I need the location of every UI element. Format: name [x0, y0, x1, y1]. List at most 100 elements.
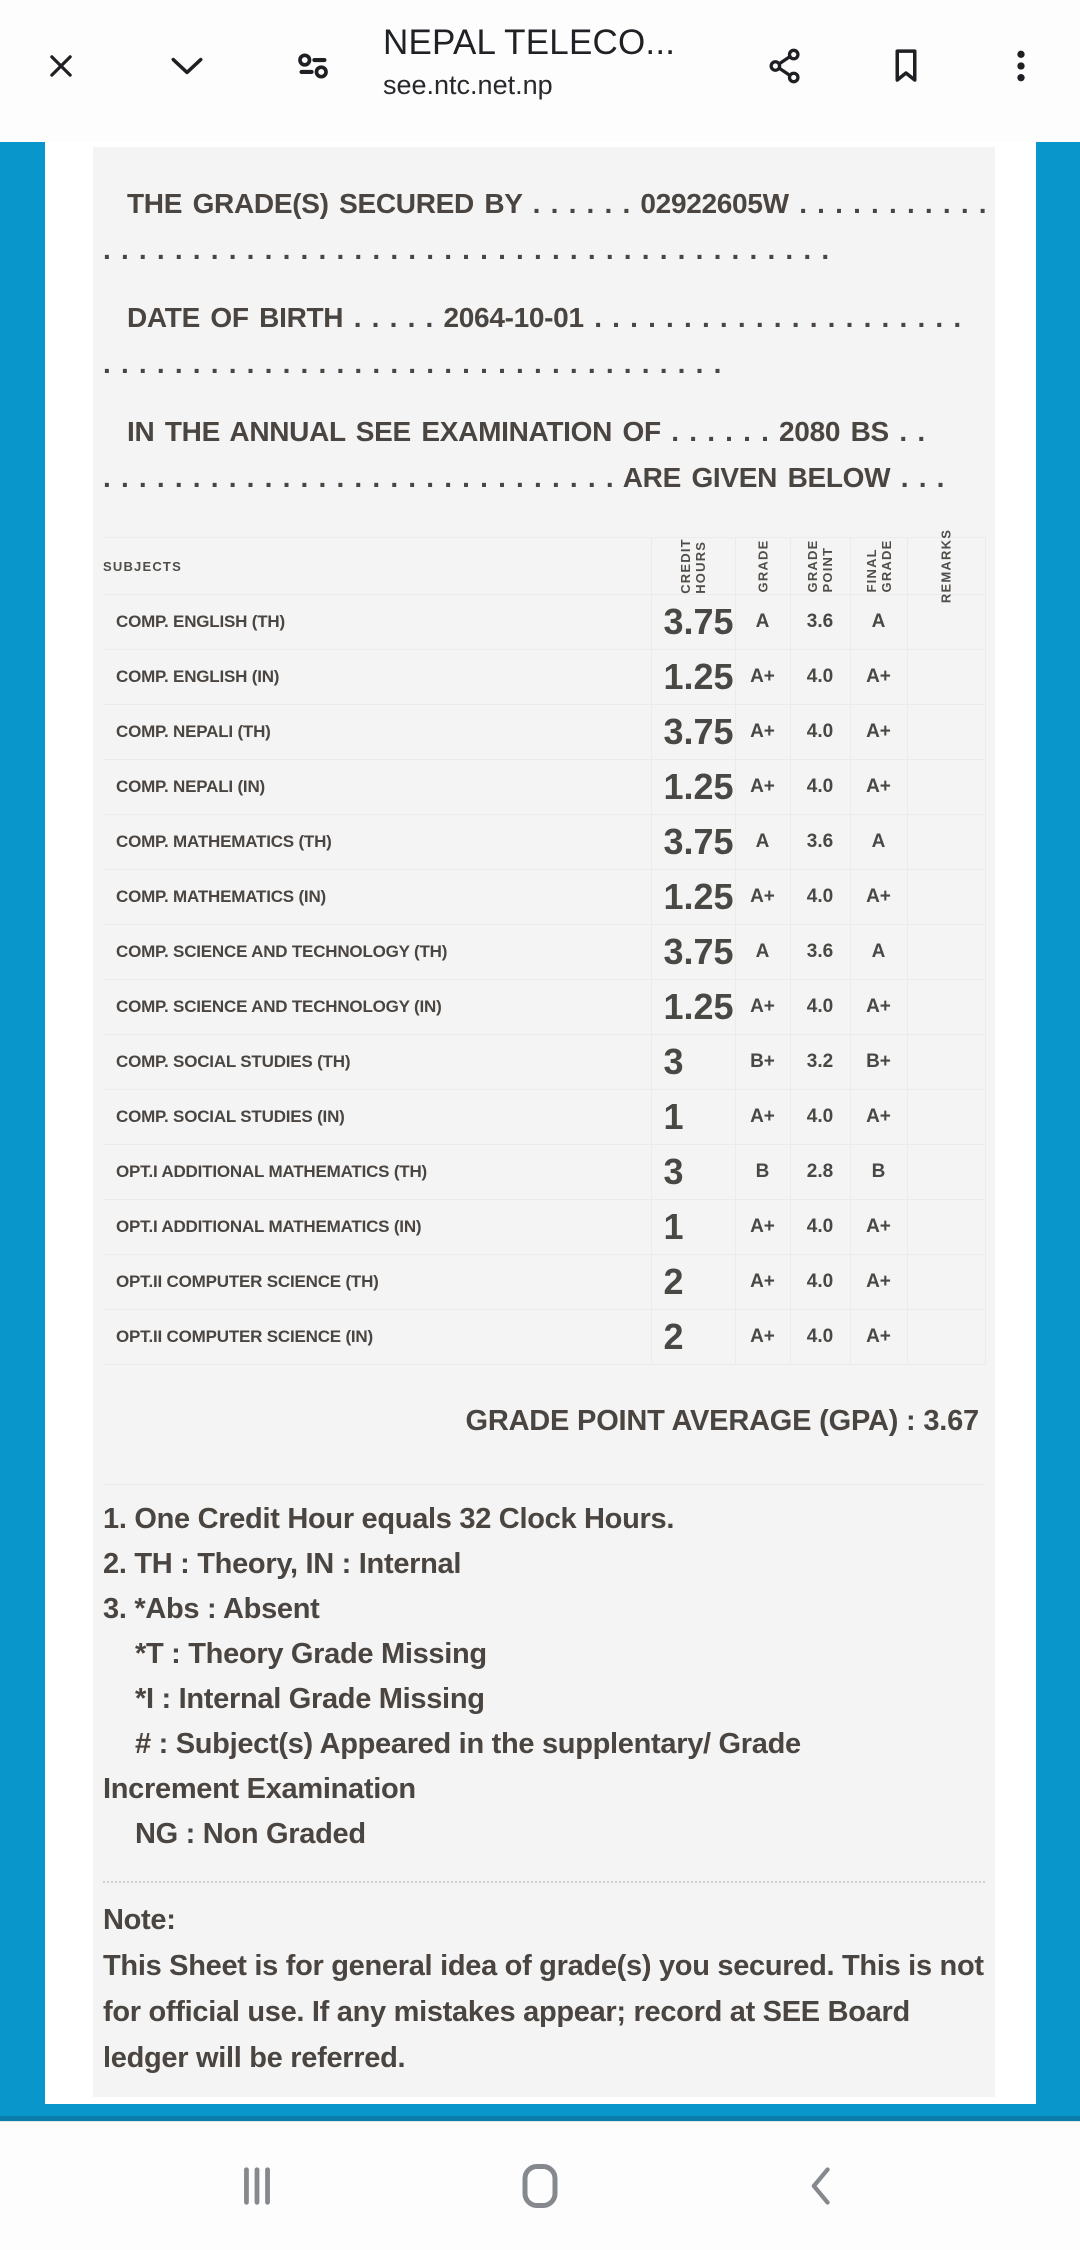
- table-cell: 1: [650, 1089, 735, 1145]
- table-cell: A+: [849, 979, 907, 1035]
- note-line: 3. *Abs : Absent: [103, 1593, 320, 1625]
- table-cell: A+: [734, 1199, 790, 1255]
- table-cell: [906, 1309, 986, 1365]
- table-header-row: SUBJECTS CREDIT HOURS GRADE GRADE POINT …: [103, 529, 986, 603]
- table-cell: COMP. MATHEMATICS (TH): [103, 814, 651, 870]
- table-cell: COMP. NEPALI (TH): [103, 704, 651, 760]
- table-cell: [906, 924, 986, 980]
- credit-hours-header: CREDIT HOURS: [650, 537, 735, 595]
- table-cell: A: [849, 594, 907, 650]
- chevron-down-icon[interactable]: [165, 44, 209, 88]
- table-cell: A+: [734, 1254, 790, 1310]
- table-cell: A+: [849, 759, 907, 815]
- table-cell: A+: [849, 1309, 907, 1365]
- table-row: OPT.I ADDITIONAL MATHEMATICS (IN) 1 A+ 4.0 A…: [103, 1199, 986, 1255]
- legend-notes: 1. One Credit Hour equals 32 Clock Hours…: [103, 1497, 985, 1857]
- table-row: COMP. MATHEMATICS (IN) 1.25 A+ 4.0 A+: [103, 869, 986, 925]
- table-cell: 1.25: [650, 759, 735, 815]
- table-cell: [906, 869, 986, 925]
- note-line: # : Subject(s) Appeared in the supplenta…: [135, 1728, 801, 1760]
- table-cell: A+: [849, 869, 907, 925]
- gradesheet-panel: THE GRADE(S) SECURED BY . . . . . . 0292…: [93, 147, 995, 2097]
- dotted-divider: [103, 1881, 985, 1883]
- table-cell: 1.25: [650, 979, 735, 1035]
- heading-line: THE GRADE(S) SECURED BY . . . . . . 0292…: [127, 188, 985, 219]
- bookmark-icon[interactable]: [884, 44, 928, 88]
- table-cell: [906, 1144, 986, 1200]
- heading-line: . . . . . . . . . . . . . . . . . . . . …: [103, 462, 945, 493]
- disclaimer-note: Note: This Sheet is for general idea of …: [103, 1883, 985, 2081]
- heading-paragraph: DATE OF BIRTH . . . . . 2064-10-01 . . .…: [103, 295, 985, 387]
- remarks-header: REMARKS: [906, 529, 986, 603]
- home-icon[interactable]: [514, 2160, 566, 2212]
- table-row: COMP. SCIENCE AND TECHNOLOGY (TH) 3.75 A 3.…: [103, 924, 986, 980]
- table-cell: B+: [849, 1034, 907, 1090]
- table-cell: A+: [849, 1089, 907, 1145]
- note-line: 1. One Credit Hour equals 32 Clock Hours…: [103, 1503, 675, 1535]
- table-cell: 3.6: [789, 814, 850, 870]
- table-cell: 4.0: [789, 979, 850, 1035]
- table-cell: [906, 649, 986, 705]
- recents-icon[interactable]: [231, 2160, 283, 2212]
- table-cell: 2.8: [789, 1144, 850, 1200]
- table-cell: B: [734, 1144, 790, 1200]
- table-row: COMP. ENGLISH (IN) 1.25 A+ 4.0 A+: [103, 649, 986, 705]
- note-line: NG : Non Graded: [135, 1818, 366, 1850]
- table-cell: B: [849, 1144, 907, 1200]
- table-cell: OPT.II COMPUTER SCIENCE (IN): [103, 1309, 651, 1365]
- table-row: OPT.II COMPUTER SCIENCE (IN) 2 A+ 4.0 A+: [103, 1309, 986, 1365]
- table-row: COMP. ENGLISH (TH) 3.75 A 3.6 A: [103, 594, 986, 650]
- table-cell: A+: [849, 704, 907, 760]
- browser-toolbar: NEPAL TELECO... see.ntc.net.np: [0, 0, 1080, 142]
- table-row: COMP. SCIENCE AND TECHNOLOGY (IN) 1.25 A+ 4…: [103, 979, 986, 1035]
- share-icon[interactable]: [763, 44, 807, 88]
- table-cell: COMP. SCIENCE AND TECHNOLOGY (IN): [103, 979, 651, 1035]
- page-url: see.ntc.net.np: [383, 70, 553, 100]
- table-cell: 3: [650, 1144, 735, 1200]
- table-cell: [906, 1199, 986, 1255]
- heading-paragraph: IN THE ANNUAL SEE EXAMINATION OF . . . .…: [103, 409, 985, 501]
- heading-line: . . . . . . . . . . . . . . . . . . . . …: [103, 234, 829, 265]
- final-grade-header: FINAL GRADE: [849, 537, 907, 595]
- table-cell: COMP. ENGLISH (TH): [103, 594, 651, 650]
- table-cell: 4.0: [789, 1309, 850, 1365]
- table-row: COMP. MATHEMATICS (TH) 3.75 A 3.6 A: [103, 814, 986, 870]
- table-cell: A: [734, 924, 790, 980]
- table-cell: OPT.I ADDITIONAL MATHEMATICS (TH): [103, 1144, 651, 1200]
- table-cell: [906, 814, 986, 870]
- table-cell: 1.25: [650, 649, 735, 705]
- table-cell: 1: [650, 1199, 735, 1255]
- table-cell: [906, 1254, 986, 1310]
- heading-paragraphs: THE GRADE(S) SECURED BY . . . . . . 0292…: [103, 181, 985, 501]
- note-line: Increment Examination: [103, 1773, 416, 1805]
- table-cell: A+: [849, 1199, 907, 1255]
- table-cell: 4.0: [789, 704, 850, 760]
- page-title-block: NEPAL TELECO... see.ntc.net.np: [383, 22, 743, 102]
- grade-point-header: GRADE POINT: [789, 537, 850, 595]
- kebab-menu-icon[interactable]: [999, 44, 1043, 88]
- table-cell: 3: [650, 1034, 735, 1090]
- table-cell: 3.6: [789, 594, 850, 650]
- tune-icon[interactable]: [291, 44, 335, 88]
- webpage-viewport: THE GRADE(S) SECURED BY . . . . . . 0292…: [0, 142, 1080, 2116]
- table-cell: 4.0: [789, 869, 850, 925]
- table-cell: OPT.I ADDITIONAL MATHEMATICS (IN): [103, 1199, 651, 1255]
- table-cell: A+: [849, 649, 907, 705]
- table-cell: A: [849, 814, 907, 870]
- page-title: NEPAL TELECO...: [383, 23, 676, 62]
- table-cell: COMP. SCIENCE AND TECHNOLOGY (TH): [103, 924, 651, 980]
- table-cell: 3.2: [789, 1034, 850, 1090]
- close-icon[interactable]: [39, 44, 83, 88]
- android-navbar: [0, 2122, 1080, 2250]
- table-cell: 3.75: [650, 814, 735, 870]
- table-row: COMP. SOCIAL STUDIES (IN) 1 A+ 4.0 A+: [103, 1089, 986, 1145]
- table-cell: COMP. NEPALI (IN): [103, 759, 651, 815]
- table-cell: 3.75: [650, 594, 735, 650]
- table-cell: 4.0: [789, 759, 850, 815]
- table-cell: [906, 1034, 986, 1090]
- heading-line: DATE OF BIRTH . . . . . 2064-10-01 . . .…: [127, 302, 961, 333]
- back-icon[interactable]: [797, 2160, 849, 2212]
- table-cell: 2: [650, 1254, 735, 1310]
- table-cell: A+: [849, 1254, 907, 1310]
- heading-line: . . . . . . . . . . . . . . . . . . . . …: [103, 348, 722, 379]
